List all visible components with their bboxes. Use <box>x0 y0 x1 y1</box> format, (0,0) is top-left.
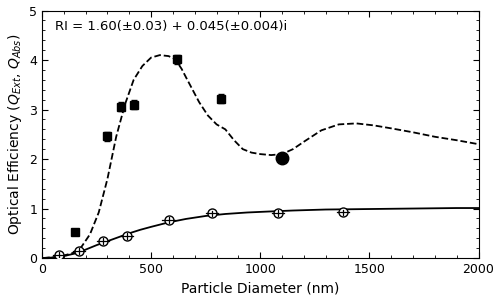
X-axis label: Particle Diameter (nm): Particle Diameter (nm) <box>181 281 340 296</box>
Y-axis label: Optical Efficiency ($Q_{Ext}$, $Q_{Abs}$): Optical Efficiency ($Q_{Ext}$, $Q_{Abs}$… <box>6 33 24 235</box>
Text: RI = 1.60(±0.03) + 0.045(±0.004)i: RI = 1.60(±0.03) + 0.045(±0.004)i <box>55 20 288 33</box>
